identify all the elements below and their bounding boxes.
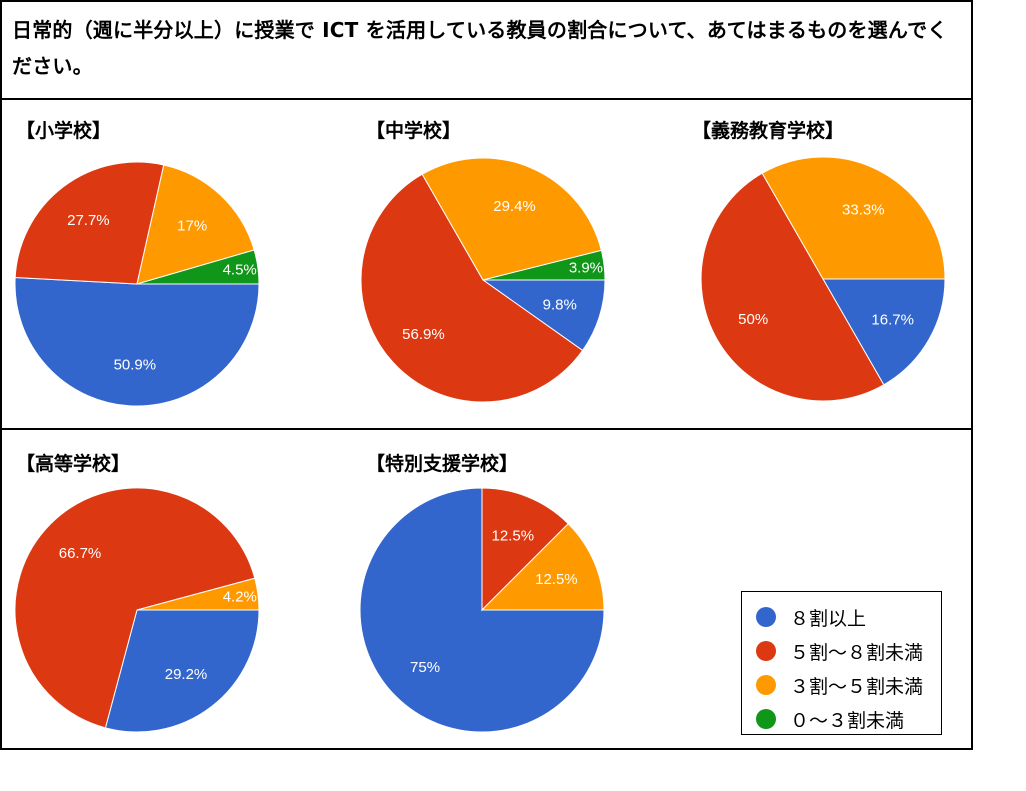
- pie-slice-elementary-30-50: [136, 164, 255, 285]
- pie-slice-junior-high-0-30: [482, 249, 606, 281]
- pie-slice-compulsory-30-50: [761, 156, 946, 280]
- pie-slice-high-school-80-plus: [104, 609, 260, 733]
- divider-top: [0, 98, 973, 100]
- legend-item-30-50: ３割～５割未満: [756, 670, 923, 700]
- pie-slice-junior-high-80-plus: [481, 279, 606, 352]
- pie-label-elementary-50-80: 27.7%: [67, 212, 110, 229]
- chart-title-elementary: 【小学校】: [16, 120, 112, 142]
- chart-title-junior-high: 【中学校】: [366, 120, 462, 142]
- pie-label-high-school-30-50: 4.2%: [223, 588, 257, 605]
- pie-label-junior-high-30-50: 29.4%: [493, 198, 536, 215]
- pie-label-elementary-30-50: 17%: [177, 217, 207, 234]
- chart-title-compulsory: 【義務教育学校】: [692, 120, 845, 142]
- pie-slice-elementary-0-30: [136, 249, 260, 285]
- legend-item-50-80: ５割～８割未満: [756, 636, 923, 666]
- legend-item-80-plus: ８割以上: [756, 602, 866, 632]
- pie-slice-elementary-50-80: [14, 161, 165, 285]
- legend-label-0-30: ０～３割未満: [790, 709, 905, 732]
- pie-label-high-school-80-plus: 29.2%: [165, 666, 208, 683]
- legend-label-80-plus: ８割以上: [790, 607, 867, 630]
- legend: ８割以上 ５割～８割未満 ３割～５割未満 ０～３割未満: [741, 591, 942, 735]
- legend-dot-80-plus: [756, 607, 776, 627]
- pie-slice-high-school-30-50: [136, 577, 260, 611]
- question-text: 日常的（週に半分以上）に授業で ICT を活用している教員の割合について、あては…: [12, 18, 948, 78]
- pie-label-junior-high-50-80: 56.9%: [402, 326, 445, 343]
- legend-dot-50-80: [756, 641, 776, 661]
- pie-label-high-school-50-80: 66.7%: [59, 545, 102, 562]
- pie-slice-elementary-80-plus: [14, 276, 260, 407]
- pie-slice-special-support-30-50: [480, 523, 605, 611]
- pie-label-special-support-50-80: 12.5%: [492, 528, 535, 545]
- chart-title-special-support: 【特別支援学校】: [366, 453, 519, 475]
- legend-dot-30-50: [756, 675, 776, 695]
- pie-slice-junior-high-30-50: [421, 157, 602, 281]
- pie-label-elementary-0-30: 4.5%: [223, 261, 257, 278]
- pie-label-compulsory-50-80: 50%: [738, 311, 768, 328]
- pie-label-compulsory-80-plus: 16.7%: [871, 311, 914, 328]
- pie-slice-junior-high-50-80: [360, 173, 584, 403]
- legend-dot-0-30: [756, 709, 776, 729]
- legend-label-50-80: ５割～８割未満: [790, 641, 924, 664]
- pie-slice-compulsory-50-80: [700, 172, 885, 402]
- legend-label-30-50: ３割～５割未満: [790, 675, 924, 698]
- pie-slice-high-school-50-80: [14, 487, 256, 729]
- divider-middle: [0, 428, 973, 430]
- pie-slice-compulsory-80-plus: [822, 278, 946, 386]
- pie-label-compulsory-30-50: 33.3%: [842, 201, 885, 218]
- chart-title-high-school: 【高等学校】: [16, 453, 131, 475]
- pie-slice-special-support-50-80: [481, 487, 569, 612]
- pie-label-special-support-30-50: 12.5%: [535, 571, 578, 588]
- pie-label-special-support-80-plus: 75%: [410, 659, 440, 676]
- legend-item-0-30: ０～３割未満: [756, 704, 904, 734]
- pie-label-junior-high-80-plus: 9.8%: [543, 296, 577, 313]
- pie-label-elementary-80-plus: 50.9%: [114, 356, 157, 373]
- pie-label-junior-high-0-30: 3.9%: [569, 259, 603, 276]
